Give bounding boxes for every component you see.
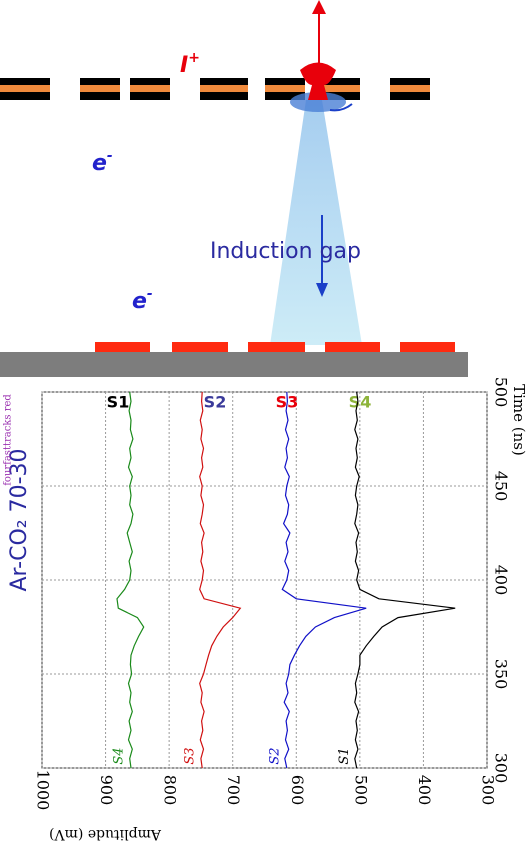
amplitude-axis-title: Amplitude (mV)	[49, 826, 162, 842]
amplitude-tick-label: 700	[224, 775, 243, 806]
figure: I+ e- e- Induction gap 1000 900 800 700 600 5…	[0, 0, 528, 849]
time-tick-label: 500	[492, 377, 511, 408]
upper-electrode	[0, 78, 430, 100]
ion-label: I+	[180, 50, 200, 78]
trace-label: S3	[183, 747, 198, 764]
pcb	[0, 352, 468, 377]
trace-header: S2	[204, 393, 227, 412]
plot-frame	[42, 392, 487, 768]
trace-label: S2	[267, 747, 282, 764]
time-tick-label: 300	[492, 753, 511, 784]
electron-label: e-	[92, 148, 113, 176]
time-tick-label: 350	[492, 659, 511, 690]
trace-label: S4	[112, 747, 127, 764]
note: fourfasttracks red	[3, 394, 14, 486]
amplitude-tick-label: 500	[351, 775, 370, 806]
time-axis-title: Time (ns)	[510, 384, 528, 456]
amplitude-tick-label: 1000	[34, 770, 53, 811]
time-tick-label: 450	[492, 471, 511, 502]
amplitude-tick-label: 800	[161, 775, 180, 806]
electron-cone	[270, 100, 362, 345]
trace-header: S1	[107, 393, 130, 412]
time-tick-label: 400	[492, 565, 511, 596]
trace-header: S4	[349, 393, 372, 412]
page: I+ e- e- Induction gap 1000 900 800 700 600 5…	[0, 0, 528, 849]
amplitude-tick-label: 400	[415, 775, 434, 806]
amplitude-tick-label: 600	[288, 775, 307, 806]
trace-label: S1	[337, 747, 352, 764]
ion-arrow-head	[312, 0, 326, 14]
amplitude-tick-label: 900	[97, 775, 116, 806]
electron-label: e-	[132, 286, 153, 314]
gap-label: Induction gap	[210, 239, 361, 264]
